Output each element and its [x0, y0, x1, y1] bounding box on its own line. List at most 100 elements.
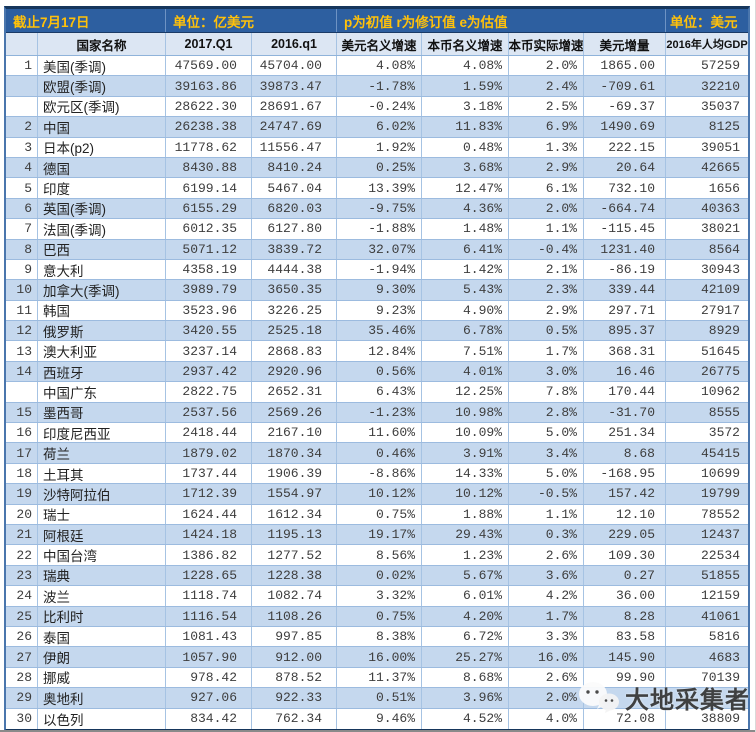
- cell-local-nominal-growth: 10.98%: [422, 402, 509, 423]
- cell-usd-increment: -31.70: [584, 402, 666, 423]
- cell-country-name: 巴西: [38, 239, 166, 259]
- cell-gdp-per-capita: 32210: [700, 78, 740, 94]
- cell-2017-q1: 1081.43: [166, 626, 252, 647]
- cell-2017-q1: 5071.12: [166, 239, 252, 259]
- cell-local-nominal-growth: 11.83%: [422, 117, 509, 137]
- cell-row-number: 28: [6, 667, 38, 688]
- cell-local-real-growth: 5.0%: [509, 463, 584, 484]
- cell-usd-nominal-growth: 13.39%: [337, 178, 422, 198]
- cell-gdp-per-capita: 40363: [700, 200, 740, 216]
- cell-usd-nominal-growth: -0.24%: [337, 96, 422, 117]
- cell-usd-increment: 0.27: [584, 565, 666, 586]
- cell-usd-nominal-growth: -8.86%: [337, 463, 422, 484]
- cell-local-real-growth: 4.0%: [509, 708, 584, 729]
- cell-country-name: 西班牙: [38, 361, 166, 382]
- cell-country-name: 挪威: [38, 667, 166, 688]
- cell-2017-q1: 2937.42: [166, 361, 252, 382]
- cell-country-name: 英国(季调): [38, 198, 166, 219]
- table-row: 中国广东 2822.75 2652.31 6.43% 12.25% 7.8% 1…: [6, 382, 748, 403]
- cell-2017-q1: 2418.44: [166, 423, 252, 443]
- cell-row-number: 12: [6, 321, 38, 341]
- table-body: 1 美国(季调) 47569.00 45704.00 4.08% 4.08% 2…: [6, 56, 748, 729]
- cell-gdp-per-capita: 42665: [700, 160, 740, 176]
- table-row: 2 中国 26238.38 24747.69 6.02% 11.83% 6.9%…: [6, 117, 748, 138]
- cell-2017-q1: 1737.44: [166, 463, 252, 484]
- cell-usd-nominal-growth: 3.32%: [337, 586, 422, 606]
- cell-country-name: 印度: [38, 178, 166, 198]
- cell-usd-nominal-growth: 9.23%: [337, 300, 422, 321]
- cell-local-nominal-growth: 12.25%: [422, 382, 509, 402]
- cell-gdp-per-capita: 35037: [700, 98, 740, 114]
- cell-gdp-per-capita: 42109: [700, 282, 740, 298]
- cell-usd-increment: 72.08: [584, 708, 666, 729]
- cell-usd-increment: 222.15: [584, 137, 666, 157]
- cell-local-nominal-growth: 4.20%: [422, 606, 509, 626]
- cell-local-real-growth: 2.9%: [509, 157, 584, 178]
- cell-gdp-per-capita: 10699: [700, 466, 740, 481]
- cell-usd-increment: 12.10: [584, 504, 666, 524]
- cell-usd-nominal-growth: 0.25%: [337, 157, 422, 178]
- cell-local-nominal-growth: 3.18%: [422, 96, 509, 117]
- cell-usd-nominal-growth: 8.38%: [337, 626, 422, 647]
- cell-2016-q1: 1554.97: [252, 484, 337, 504]
- table-row: 14 西班牙 2937.42 2920.96 0.56% 4.01% 3.0% …: [6, 361, 748, 383]
- cell-usd-nominal-growth: 0.75%: [337, 504, 422, 524]
- cell-2016-q1: 8410.24: [252, 157, 337, 178]
- gdp-table: 截止7月17日 单位：亿美元 p为初值 r为修订值 e为估值 单位：美元 国家名…: [4, 6, 750, 731]
- cell-local-nominal-growth: 6.78%: [422, 321, 509, 341]
- cell-usd-increment: 20.64: [584, 157, 666, 178]
- cell-row-number: 9: [6, 259, 38, 280]
- title-unit-right: 单位：美元: [670, 14, 738, 30]
- cell-local-nominal-growth: 10.12%: [422, 484, 509, 504]
- cell-row-number: 18: [6, 463, 38, 484]
- cell-row-number: 4: [6, 157, 38, 178]
- cell-country-name: 奥地利: [38, 688, 166, 708]
- cell-usd-nominal-growth: 19.17%: [337, 524, 422, 545]
- cell-gdp-per-capita: 38021: [700, 221, 740, 237]
- cell-local-nominal-growth: 1.88%: [422, 504, 509, 524]
- table-row: 19 沙特阿拉伯 1712.39 1554.97 10.12% 10.12% -…: [6, 484, 748, 505]
- cell-local-nominal-growth: 12.47%: [422, 178, 509, 198]
- cell-row-number: 6: [6, 198, 38, 219]
- cell-2017-q1: 2537.56: [166, 402, 252, 423]
- title-unit-left: 单位：亿美元: [166, 9, 337, 32]
- cell-2017-q1: 1879.02: [166, 443, 252, 463]
- table-row: 24 波兰 1118.74 1082.74 3.32% 6.01% 4.2% 3…: [6, 586, 748, 607]
- cell-usd-nominal-growth: 1.92%: [337, 137, 422, 157]
- cell-usd-increment: -115.45: [584, 219, 666, 239]
- cell-local-nominal-growth: 8.68%: [422, 667, 509, 688]
- cell-country-name: 瑞士: [38, 504, 166, 524]
- cell-row-number: 11: [6, 300, 38, 321]
- cell-row-number: 3: [6, 137, 38, 157]
- header-2016-q1: 2016.q1: [252, 33, 337, 55]
- table-row: 20 瑞士 1624.44 1612.34 0.75% 1.88% 1.1% 1…: [6, 504, 748, 525]
- cell-2016-q1: 1082.74: [252, 586, 337, 606]
- cell-local-real-growth: 1.1%: [509, 219, 584, 239]
- cell-row-number: [6, 76, 38, 96]
- cell-usd-increment: -168.95: [584, 463, 666, 484]
- cell-row-number: 27: [6, 647, 38, 667]
- cell-row-number: 21: [6, 524, 38, 545]
- cell-country-name: 中国: [38, 117, 166, 137]
- cell-country-name: 比利时: [38, 606, 166, 626]
- cell-local-nominal-growth: 3.96%: [422, 688, 509, 708]
- cell-gdp-per-capita: 38809: [700, 711, 740, 727]
- cell-local-real-growth: -0.4%: [509, 239, 584, 259]
- cell-local-nominal-growth: 1.59%: [422, 76, 509, 96]
- cell-2017-q1: 2822.75: [166, 382, 252, 402]
- cell-local-nominal-growth: 4.90%: [422, 300, 509, 321]
- cell-usd-increment: 1231.40: [584, 239, 666, 259]
- cell-2017-q1: 8430.88: [166, 157, 252, 178]
- cell-2017-q1: 1118.74: [166, 586, 252, 606]
- table-row: 4 德国 8430.88 8410.24 0.25% 3.68% 2.9% 20…: [6, 157, 748, 179]
- cell-country-name: 澳大利亚: [38, 341, 166, 361]
- cell-country-name: 荷兰: [38, 443, 166, 463]
- header-row-number: [6, 33, 38, 55]
- cell-usd-nominal-growth: 0.46%: [337, 443, 422, 463]
- cell-country-name: 韩国: [38, 300, 166, 321]
- cell-usd-nominal-growth: 9.30%: [337, 280, 422, 300]
- cell-usd-increment: -86.19: [584, 259, 666, 280]
- cell-gdp-per-capita: 39051: [700, 139, 740, 155]
- cell-country-name: 波兰: [38, 586, 166, 606]
- cell-local-nominal-growth: 4.01%: [422, 361, 509, 382]
